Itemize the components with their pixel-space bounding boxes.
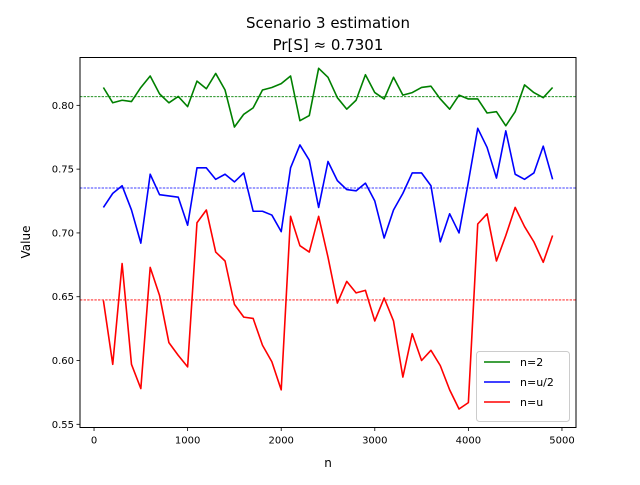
chart-subtitle: Pr[S] ≈ 0.7301 bbox=[273, 36, 384, 54]
x-tick-label: 4000 bbox=[456, 436, 481, 447]
y-axis-label: Value bbox=[19, 226, 33, 259]
x-tick-label: 2000 bbox=[268, 436, 293, 447]
x-tick-label: 0 bbox=[91, 436, 97, 447]
x-tick-label: 3000 bbox=[362, 436, 387, 447]
y-tick-label: 0.60 bbox=[52, 356, 74, 367]
legend-label: n=u/2 bbox=[520, 376, 554, 389]
x-axis-ticks: 0 1000 2000 3000 4000 5000 bbox=[91, 427, 575, 447]
y-tick-label: 0.65 bbox=[52, 292, 74, 303]
series-line-1 bbox=[102, 127, 554, 244]
legend-label: n=u bbox=[520, 396, 543, 409]
y-tick-label: 0.80 bbox=[52, 101, 74, 112]
x-tick-label: 1000 bbox=[175, 436, 200, 447]
chart-title: Scenario 3 estimation bbox=[246, 14, 410, 32]
series-line-2 bbox=[102, 206, 554, 410]
series-line-0 bbox=[102, 67, 554, 128]
y-tick-label: 0.70 bbox=[52, 228, 74, 239]
legend-label: n=2 bbox=[520, 356, 543, 369]
legend: n=2 n=u/2 n=u bbox=[476, 351, 570, 422]
y-tick-label: 0.55 bbox=[52, 420, 74, 431]
x-tick-label: 5000 bbox=[549, 436, 574, 447]
series-lines bbox=[102, 67, 554, 410]
x-axis-label: n bbox=[324, 456, 332, 470]
plot-frame bbox=[79, 57, 577, 428]
legend-box bbox=[476, 351, 570, 422]
y-tick-label: 0.75 bbox=[52, 165, 74, 176]
y-axis-ticks: 0.55 0.60 0.65 0.70 0.75 0.80 bbox=[52, 101, 80, 431]
